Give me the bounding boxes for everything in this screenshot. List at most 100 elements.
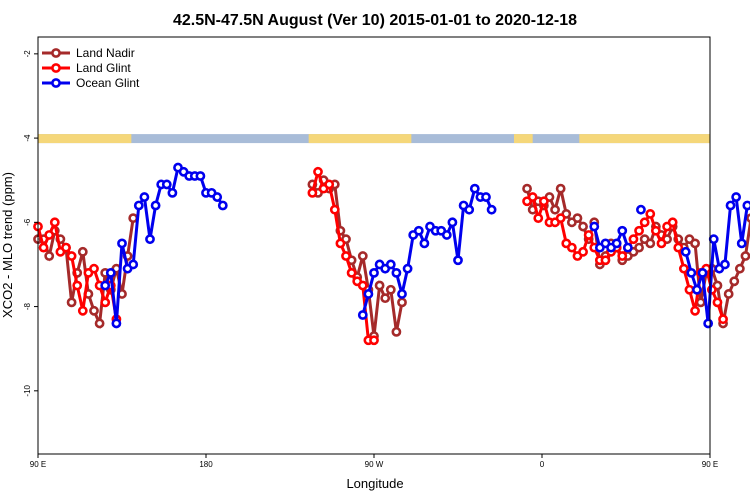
- x-tick-label: 180: [199, 460, 213, 469]
- data-point: [363, 289, 374, 299]
- data-point: [703, 318, 714, 329]
- data-point: [61, 242, 71, 253]
- data-point: [533, 213, 544, 224]
- legend-marker: [51, 78, 61, 88]
- data-point: [385, 284, 396, 295]
- data-point: [100, 297, 111, 308]
- data-point: [453, 255, 463, 266]
- legend-marker: [51, 63, 61, 73]
- data-point: [527, 192, 538, 202]
- land-ocean-strip: [38, 134, 710, 144]
- data-point: [725, 200, 736, 211]
- data-point: [680, 246, 691, 257]
- series-ocean-glint: [100, 162, 750, 329]
- data-point: [397, 297, 407, 308]
- data-point: [357, 310, 368, 320]
- series-layer: [33, 162, 750, 346]
- legend-label: Land Nadir: [76, 46, 135, 60]
- data-point: [341, 251, 351, 261]
- data-point: [697, 267, 708, 278]
- data-point: [673, 242, 684, 253]
- data-point: [195, 171, 206, 181]
- data-point: [734, 263, 745, 274]
- data-point: [555, 213, 566, 224]
- data-point: [583, 230, 594, 240]
- data-point: [729, 276, 740, 287]
- data-point: [77, 246, 88, 257]
- data-point: [139, 192, 150, 202]
- data-point: [600, 255, 611, 266]
- y-axis-label: XCO2 - MLO trend (ppm): [0, 172, 15, 318]
- land-strip-segment: [38, 134, 132, 144]
- x-tick-label: 0: [540, 460, 545, 469]
- data-point: [634, 225, 644, 236]
- data-point: [464, 204, 475, 215]
- data-point: [77, 305, 88, 316]
- data-point: [634, 242, 644, 253]
- land-strip-segment: [308, 134, 412, 144]
- data-point: [481, 192, 491, 202]
- data-point: [111, 318, 122, 329]
- data-point: [617, 225, 628, 236]
- data-point: [161, 179, 172, 190]
- x-tick-label: 90 E: [30, 460, 46, 469]
- data-point: [469, 183, 480, 194]
- data-point: [611, 238, 622, 249]
- data-point: [678, 263, 689, 274]
- data-point: [128, 259, 139, 270]
- data-point: [550, 204, 560, 215]
- data-point: [639, 217, 650, 228]
- data-point: [44, 230, 55, 240]
- y-axis: -2 -4 -6 -8 -10: [23, 50, 38, 397]
- data-point: [441, 230, 452, 240]
- data-point: [385, 259, 396, 270]
- y-tick-label: -2: [23, 50, 32, 58]
- data-point: [686, 267, 697, 278]
- data-point: [212, 192, 223, 202]
- data-point: [555, 183, 566, 194]
- data-point: [72, 280, 83, 291]
- data-point: [413, 225, 424, 236]
- land-strip-segment: [514, 134, 533, 144]
- data-point: [380, 293, 391, 304]
- data-point: [94, 318, 105, 329]
- data-point: [167, 187, 178, 198]
- data-point: [217, 200, 228, 211]
- data-point: [684, 284, 695, 295]
- data-point: [690, 305, 700, 316]
- data-point: [522, 183, 532, 194]
- x-tick-label: 90 W: [365, 460, 384, 469]
- legend-item: Land Glint: [42, 61, 131, 75]
- data-point: [150, 200, 161, 211]
- data-point: [566, 242, 577, 253]
- data-point: [49, 217, 60, 228]
- data-point: [89, 305, 99, 316]
- data-point: [731, 192, 742, 202]
- legend-label: Ocean Glint: [76, 76, 140, 90]
- data-point: [133, 200, 144, 211]
- data-point: [397, 289, 407, 299]
- data-point: [692, 284, 702, 295]
- data-point: [667, 217, 678, 228]
- x-tick-label: 90 E: [702, 460, 718, 469]
- data-point: [329, 204, 340, 215]
- land-strip-segment: [579, 134, 710, 144]
- data-point: [708, 234, 719, 245]
- data-point: [66, 297, 77, 308]
- data-point: [578, 221, 588, 232]
- data-point: [486, 204, 497, 215]
- data-point: [718, 314, 728, 325]
- data-point: [128, 213, 139, 224]
- data-point: [357, 251, 368, 261]
- data-point: [578, 246, 588, 257]
- data-point: [645, 238, 656, 249]
- data-point: [742, 200, 750, 211]
- data-point: [447, 217, 458, 228]
- legend-marker: [51, 48, 61, 58]
- data-point: [636, 204, 646, 215]
- data-point: [357, 280, 368, 291]
- data-point: [313, 166, 323, 177]
- data-point: [66, 251, 77, 261]
- data-point: [617, 251, 628, 261]
